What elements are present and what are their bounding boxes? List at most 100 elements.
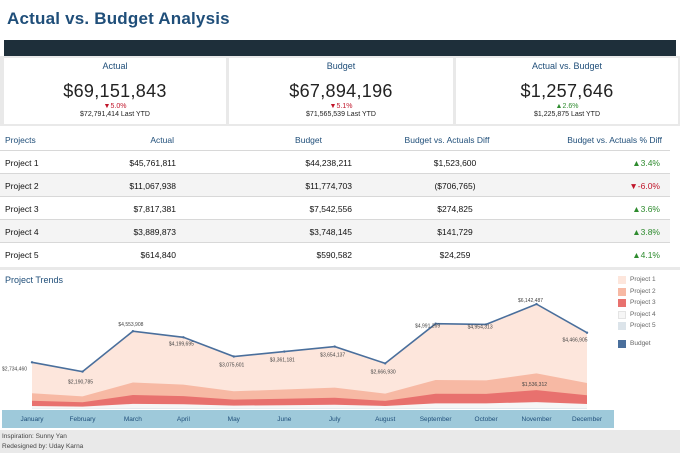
legend-item-project-3[interactable]: Project 3 (618, 297, 678, 309)
header-actual[interactable]: Actual (150, 135, 174, 145)
budget-point (283, 350, 286, 353)
legend-swatch (618, 276, 626, 284)
budget-point (232, 355, 235, 358)
table-row[interactable]: Project 1 $45,761,811 $44,238,211 $1,523… (0, 151, 670, 174)
pct-diff-value: ▼-6.0% (629, 181, 660, 191)
x-tick-label: February (69, 416, 96, 423)
x-tick-label: July (329, 416, 341, 423)
legend-label: Project 2 (630, 287, 656, 295)
actual-value: $614,840 (140, 250, 176, 260)
table-row[interactable]: Project 5 $614,840 $590,582 $24,259 ▲4.1… (0, 243, 670, 266)
x-tick-label: December (572, 416, 603, 423)
x-tick-label: August (375, 416, 395, 423)
budget-point (182, 336, 185, 339)
diff-value: ($706,765) (434, 181, 476, 191)
project-name: Project 1 (5, 158, 39, 168)
header-projects[interactable]: Projects (5, 135, 36, 145)
kpi-card-actual-vs-budget[interactable]: Actual vs. Budget $1,257,646 ▲2.6% $1,22… (456, 58, 678, 124)
budget-value: $3,748,145 (309, 227, 352, 237)
pct-diff-value: ▲4.1% (632, 250, 660, 260)
budget-line (31, 303, 588, 373)
project-trends-chart[interactable]: $2,734,460 $2,190,785 $4,553,908 $4,199,695… (0, 270, 618, 430)
header-budget[interactable]: Budget (295, 135, 322, 145)
title-bar: Actual vs. Budget Analysis (0, 0, 680, 40)
legend-label: Project 5 (630, 322, 656, 329)
budget-point (585, 331, 589, 334)
budget-data-label: $4,466,905 (562, 338, 587, 344)
page-title: Actual vs. Budget Analysis (7, 9, 230, 28)
section-gap (0, 267, 680, 270)
budget-data-label: $3,361,181 (270, 358, 295, 364)
budget-data-label: $2,190,785 (68, 380, 93, 386)
budget-point (484, 323, 488, 326)
kpi-value: $69,151,843 (63, 81, 167, 101)
x-tick-label: September (420, 416, 453, 423)
pct-diff-value: ▲3.4% (632, 158, 660, 168)
header-diff[interactable]: Budget vs. Actuals Diff (404, 135, 490, 145)
diff-value: $141,729 (437, 227, 473, 237)
x-tick-label: November (522, 416, 553, 423)
legend-swatch (618, 299, 626, 307)
budget-point (81, 370, 84, 373)
x-tick-label: January (20, 416, 44, 423)
actual-value: $7,817,381 (133, 204, 176, 214)
table-row[interactable]: Project 3 $7,817,381 $7,542,556 $274,825… (0, 197, 670, 220)
diff-value: $24,259 (439, 250, 471, 260)
budget-value: $44,238,211 (305, 158, 352, 168)
pct-diff-value: ▲3.8% (632, 227, 660, 237)
footer: Inspiration: Sunny Yan Redesigned by: Ud… (0, 430, 680, 453)
legend-swatch (618, 339, 626, 348)
area-project-5 (32, 408, 587, 409)
table-header-row: Projects Actual Budget Budget vs. Actual… (0, 128, 670, 151)
x-tick-label: October (475, 416, 499, 423)
project-name: Project 3 (5, 204, 39, 214)
kpi-change: ▼5.1% (329, 103, 353, 110)
x-tick-label: June (277, 416, 291, 423)
budget-value: $590,582 (316, 250, 352, 260)
kpi-change: ▼5.0% (103, 103, 127, 110)
x-tick-label: May (228, 416, 241, 423)
footer-inspiration: Inspiration: Sunny Yan (2, 433, 67, 440)
legend-item-project-1[interactable]: Project 1 (618, 274, 678, 286)
budget-data-label: $4,991,269 (415, 324, 440, 330)
table-row[interactable]: Project 4 $3,889,873 $3,748,145 $141,729… (0, 220, 670, 243)
budget-value: $7,542,556 (309, 204, 352, 214)
budget-point (384, 362, 387, 365)
header-band (4, 40, 676, 56)
budget-data-label: $3,075,601 (219, 363, 244, 369)
budget-data-label: $6,142,487 (518, 298, 543, 304)
legend-swatch (618, 322, 626, 330)
kpi-value: $67,894,196 (289, 81, 393, 101)
legend-item-project-4[interactable]: Project 4 (618, 309, 678, 321)
kpi-value: $1,257,646 (520, 81, 614, 101)
budget-point (30, 361, 34, 364)
legend-label: Project 3 (630, 299, 656, 306)
budget-data-label: $2,734,460 (2, 366, 27, 372)
kpi-last-ytd: $72,791,414 Last YTD (80, 111, 150, 118)
project-trends-panel: $2,734,460 $2,190,785 $4,553,908 $4,199,695… (0, 270, 680, 430)
kpi-title: Actual vs. Budget (531, 61, 603, 71)
budget-data-label: $4,553,908 (118, 322, 143, 328)
annotation-label: $1,536,312 (522, 382, 547, 388)
actual-value: $3,889,873 (133, 227, 176, 237)
table-row[interactable]: Project 2 $11,067,938 $11,774,703 ($706,… (0, 174, 670, 197)
project-name: Project 2 (5, 181, 39, 191)
row-divider (0, 196, 670, 197)
kpi-last-ytd: $1,225,875 Last YTD (533, 111, 601, 118)
budget-data-label: $4,199,695 (169, 341, 194, 347)
budget-point (131, 330, 135, 333)
kpi-card-budget[interactable]: Budget $67,894,196 ▼5.1% $71,565,539 Las… (229, 58, 453, 124)
kpi-change: ▲2.6% (555, 103, 579, 110)
x-tick-label: April (177, 416, 191, 423)
pct-diff-value: ▲3.6% (632, 204, 660, 214)
legend-item-project-2[interactable]: Project 2 (618, 286, 678, 298)
header-pct-diff[interactable]: Budget vs. Actuals % Diff (567, 135, 662, 145)
legend-label: Project 4 (630, 310, 656, 318)
kpi-card-actual[interactable]: Actual $69,151,843 ▼5.0% $72,791,414 Las… (4, 58, 226, 124)
legend-item-project-5[interactable]: Project 5 (618, 320, 678, 332)
budget-point (434, 322, 437, 325)
legend-label: Project 1 (630, 276, 656, 283)
kpi-area: Actual $69,151,843 ▼5.0% $72,791,414 Las… (0, 56, 680, 126)
legend-item-budget[interactable]: Budget (618, 338, 678, 350)
